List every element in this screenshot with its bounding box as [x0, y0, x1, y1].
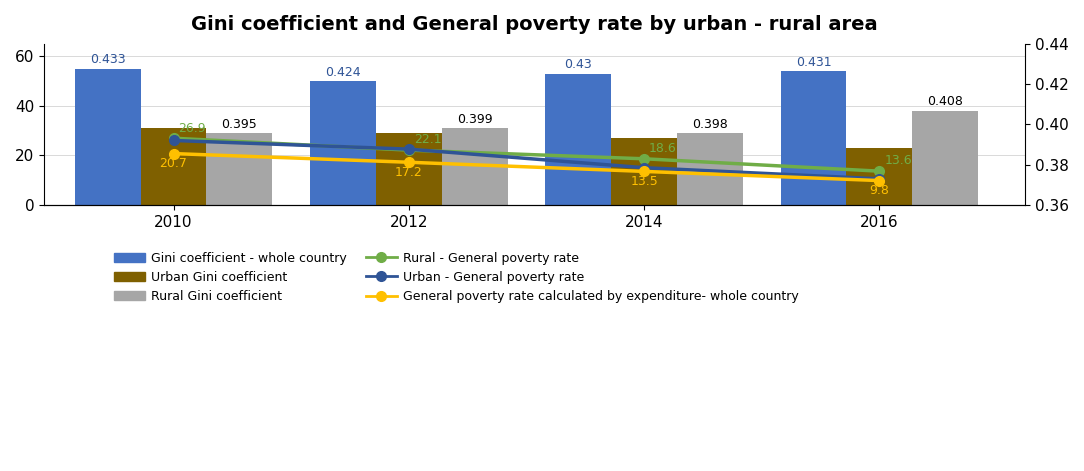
- Text: 26.9: 26.9: [179, 122, 206, 135]
- Bar: [780, 71, 847, 205]
- Text: 20.7: 20.7: [159, 157, 188, 171]
- Text: 0.408: 0.408: [927, 95, 964, 108]
- Bar: [611, 138, 678, 205]
- Legend: Gini coefficient - whole country, Urban Gini coefficient, Rural Gini coefficient: Gini coefficient - whole country, Urban …: [108, 246, 804, 308]
- Rural - General poverty rate: [637, 156, 650, 162]
- Bar: [206, 133, 272, 205]
- Text: 0.398: 0.398: [692, 118, 727, 130]
- Bar: [442, 128, 507, 205]
- General poverty rate calculated by expenditure- whole country: [402, 159, 415, 165]
- Rural - General poverty rate: [167, 135, 180, 141]
- Bar: [141, 128, 206, 205]
- Urban - General poverty rate: [873, 176, 886, 182]
- Text: 13.5: 13.5: [630, 175, 658, 188]
- Text: 18.6: 18.6: [649, 142, 676, 155]
- Text: 17.2: 17.2: [395, 166, 423, 179]
- Line: Urban - General poverty rate: Urban - General poverty rate: [169, 136, 885, 184]
- Title: Gini coefficient and General poverty rate by urban - rural area: Gini coefficient and General poverty rat…: [192, 15, 878, 34]
- General poverty rate calculated by expenditure- whole country: [873, 178, 886, 183]
- Rural - General poverty rate: [402, 147, 415, 153]
- General poverty rate calculated by expenditure- whole country: [167, 151, 180, 156]
- Urban - General poverty rate: [167, 138, 180, 143]
- Urban - General poverty rate: [402, 146, 415, 152]
- Bar: [847, 148, 913, 205]
- Line: Rural - General poverty rate: Rural - General poverty rate: [169, 133, 885, 176]
- Line: General poverty rate calculated by expenditure- whole country: General poverty rate calculated by expen…: [169, 149, 885, 186]
- Bar: [75, 69, 141, 205]
- Text: 9.8: 9.8: [869, 184, 889, 197]
- Bar: [376, 133, 442, 205]
- Bar: [545, 73, 611, 205]
- Bar: [913, 111, 978, 205]
- Text: 0.431: 0.431: [796, 56, 831, 69]
- Bar: [310, 81, 376, 205]
- Text: 0.43: 0.43: [565, 58, 592, 71]
- Text: 22.1: 22.1: [414, 133, 441, 146]
- General poverty rate calculated by expenditure- whole country: [637, 169, 650, 174]
- Text: 0.424: 0.424: [325, 65, 361, 79]
- Text: 13.6: 13.6: [885, 154, 912, 168]
- Urban - General poverty rate: [637, 165, 650, 171]
- Text: 0.395: 0.395: [221, 118, 257, 130]
- Text: 0.433: 0.433: [90, 53, 126, 66]
- Text: 0.399: 0.399: [456, 113, 492, 126]
- Bar: [678, 133, 743, 205]
- Rural - General poverty rate: [873, 168, 886, 174]
